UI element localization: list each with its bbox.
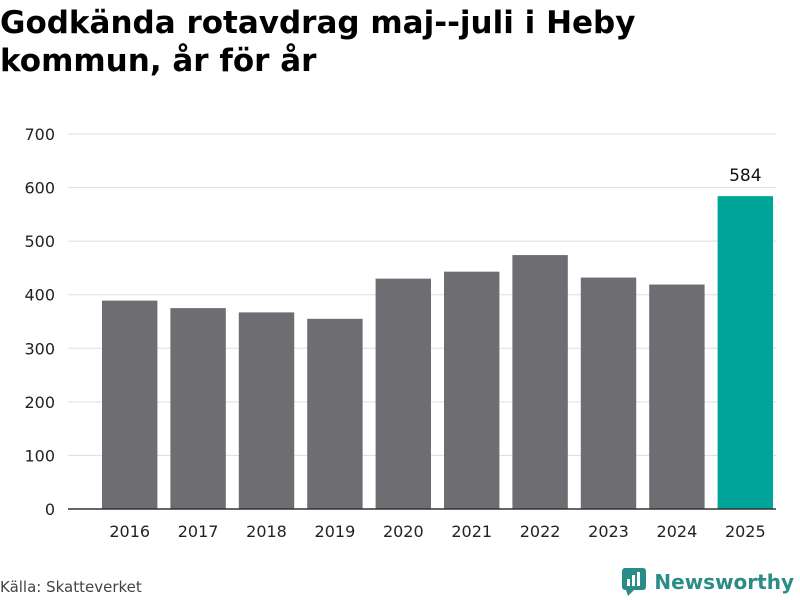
y-tick-label: 300 bbox=[24, 339, 55, 358]
y-tick-label: 0 bbox=[45, 500, 55, 519]
x-tick-label: 2021 bbox=[451, 522, 492, 541]
bar-2025 bbox=[717, 196, 774, 509]
newsworthy-logo-icon bbox=[622, 568, 647, 596]
bar-2017 bbox=[170, 308, 226, 509]
x-tick-label: 2020 bbox=[383, 522, 424, 541]
y-tick-label: 700 bbox=[24, 125, 55, 144]
bar-2023 bbox=[580, 277, 637, 509]
bars bbox=[102, 196, 774, 509]
x-tick-label: 2022 bbox=[520, 522, 561, 541]
bar-2019 bbox=[307, 318, 363, 509]
chart-title: Godkända rotavdrag maj--juli i Heby komm… bbox=[0, 5, 636, 79]
x-tick-label: 2018 bbox=[246, 522, 287, 541]
data-label: 584 bbox=[729, 166, 761, 186]
y-axis-labels: 0 100 200 300 400 500 600 700 bbox=[24, 125, 55, 519]
x-axis-labels: 2016 2017 2018 2019 2020 2021 2022 2023 2024 2025 bbox=[109, 522, 765, 541]
bar-2024 bbox=[649, 284, 705, 509]
x-tick-label: 2023 bbox=[588, 522, 629, 541]
bar-2021 bbox=[444, 271, 500, 509]
data-labels: 584 bbox=[729, 166, 761, 186]
x-tick-label: 2024 bbox=[657, 522, 698, 541]
y-tick-label: 200 bbox=[24, 393, 55, 412]
y-tick-label: 600 bbox=[24, 179, 55, 198]
bar-2022 bbox=[512, 255, 568, 509]
y-tick-label: 400 bbox=[24, 286, 55, 305]
x-tick-label: 2017 bbox=[178, 522, 219, 541]
x-tick-label: 2019 bbox=[315, 522, 356, 541]
newsworthy-brand: Newsworthy bbox=[622, 568, 794, 596]
bar-2020 bbox=[375, 278, 432, 509]
x-tick-label: 2025 bbox=[725, 522, 766, 541]
y-tick-label: 100 bbox=[24, 446, 55, 465]
bar-2018 bbox=[238, 312, 295, 509]
y-tick-label: 500 bbox=[24, 232, 55, 251]
source-note: Källa: Skatteverket bbox=[0, 578, 142, 596]
x-tick-label: 2016 bbox=[109, 522, 150, 541]
brand-name: Newsworthy bbox=[654, 570, 794, 594]
bar-2016 bbox=[102, 300, 158, 509]
